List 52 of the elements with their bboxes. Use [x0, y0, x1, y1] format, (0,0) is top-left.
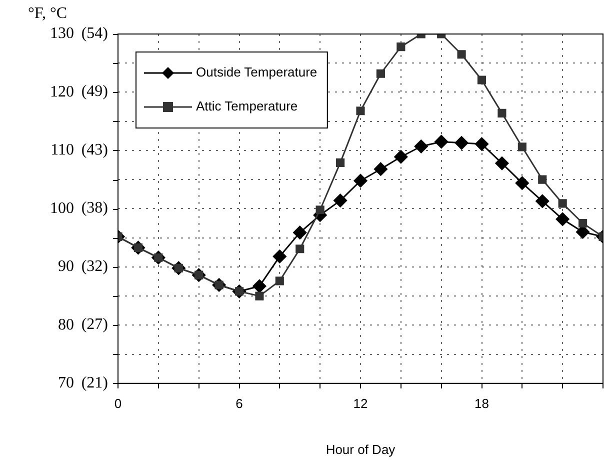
y2-tick-label: (27) — [81, 316, 108, 333]
y-tick-label: 130 — [50, 25, 74, 42]
point — [252, 279, 266, 293]
point — [354, 174, 368, 188]
point — [272, 250, 286, 264]
point — [414, 140, 428, 154]
point — [495, 156, 509, 170]
point — [558, 199, 567, 208]
point — [475, 137, 488, 151]
point — [556, 212, 570, 226]
legend-label: Outside Temperature — [196, 64, 318, 80]
point — [434, 134, 448, 148]
x-axis-title: Hour of Day — [326, 442, 396, 457]
y-axis-title: °F, °C — [28, 5, 68, 22]
point — [454, 136, 468, 150]
y2-tick-label: (38) — [81, 199, 108, 216]
point — [255, 292, 264, 300]
point — [334, 194, 348, 208]
y-tick-label: 100 — [50, 200, 74, 217]
point — [336, 158, 345, 167]
point — [477, 76, 486, 84]
point — [296, 244, 304, 254]
point — [538, 175, 547, 184]
point — [457, 50, 466, 59]
y-tick-label: 70 — [58, 374, 74, 392]
point — [374, 162, 388, 176]
x-tick-label: 0 — [114, 396, 122, 411]
y-tick-label: 80 — [58, 316, 74, 334]
point — [515, 176, 529, 190]
y-tick-label: 110 — [50, 142, 74, 159]
y2-tick-label: (43) — [81, 142, 108, 159]
legend-label: Attic Temperature — [196, 98, 298, 114]
y-tick-label: 90 — [58, 258, 74, 276]
x-tick-label: 12 — [353, 396, 368, 411]
point — [396, 42, 406, 52]
point — [316, 206, 324, 214]
x-tick-label: 18 — [474, 396, 489, 411]
point — [536, 194, 550, 208]
y2-tick-label: (54) — [81, 25, 108, 42]
y2-tick-label: (49) — [81, 82, 108, 100]
y-tick-label: 120 — [50, 83, 74, 100]
y2-tick-label: (32) — [81, 258, 108, 276]
point — [394, 150, 408, 164]
point — [518, 142, 526, 152]
point — [356, 106, 365, 116]
point — [275, 276, 284, 286]
point — [293, 226, 307, 240]
y2-tick-label: (21) — [81, 374, 108, 392]
point — [578, 218, 588, 228]
x-tick-label: 6 — [236, 396, 243, 411]
point — [498, 108, 506, 118]
point — [376, 69, 385, 78]
